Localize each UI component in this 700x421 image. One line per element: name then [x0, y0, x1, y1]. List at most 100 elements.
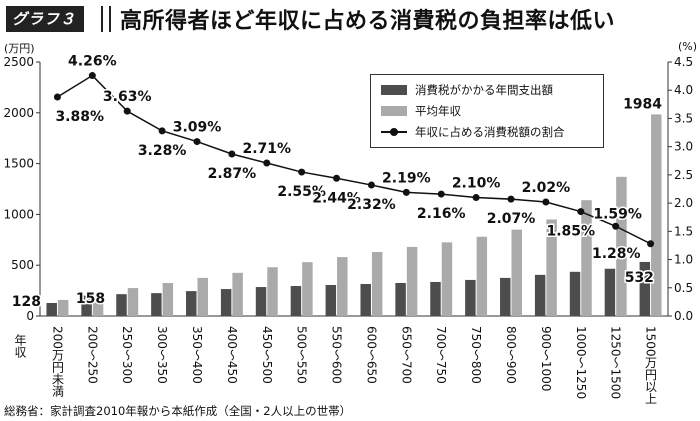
legend-item-income: 平均年収 — [381, 102, 461, 120]
bar-expenditure — [81, 295, 92, 316]
y-tick-label-right: 0.0 — [674, 309, 693, 323]
ratio-point — [263, 159, 271, 167]
bar-expenditure — [639, 261, 651, 316]
bar-income — [302, 262, 313, 316]
x-tick-label: 750〜800 — [469, 326, 483, 384]
legend-label: 年収に占める消費税額の割合 — [415, 125, 565, 139]
ratio-data-label: 2.16% — [417, 206, 466, 222]
x-tick-label: 200〜250 — [85, 326, 99, 384]
bar-expenditure — [46, 302, 57, 316]
x-tick-label: 350〜400 — [190, 326, 204, 384]
bar-data-label: 158 — [76, 291, 105, 307]
bar-expenditure — [500, 277, 511, 316]
chart-bars — [46, 114, 662, 316]
ratio-point — [367, 181, 375, 189]
ratio-data-label: 2.71% — [242, 141, 291, 157]
ratio-point — [228, 150, 236, 158]
bar-expenditure — [569, 271, 581, 316]
bar-income — [581, 200, 592, 316]
bar-expenditure — [395, 282, 406, 316]
bar-expenditure — [151, 293, 162, 316]
x-tick-label: 200万円未満 — [50, 326, 64, 397]
ratio-data-label: 3.28% — [138, 143, 187, 159]
x-tick-label: 600〜650 — [364, 326, 378, 384]
bar-expenditure — [325, 285, 337, 316]
bar-expenditure — [220, 289, 232, 316]
figure-badge: グラフ３ — [6, 6, 85, 32]
y-tick-label-left: 1500 — [3, 157, 34, 171]
bar-income — [57, 299, 69, 316]
ratio-point — [437, 190, 445, 198]
x-tick-label: 650〜700 — [399, 326, 413, 384]
ratio-point — [158, 127, 166, 135]
left-axis-unit: (万円) — [4, 42, 35, 55]
ratio-data-label: 2.44% — [312, 190, 361, 206]
y-tick-label-right: 2.5 — [674, 168, 693, 182]
x-tick-label: 1000〜1250 — [574, 326, 588, 399]
bar-data-label: 128 — [12, 294, 41, 310]
ratio-data-label: 3.09% — [173, 120, 222, 136]
x-tick-label: 550〜600 — [330, 326, 344, 384]
ratio-point — [647, 240, 655, 248]
x-tick-label: 1250〜1500 — [609, 326, 623, 399]
ratio-line — [57, 74, 651, 245]
chart-data-labels: 128 158 532 1984 3.88% 4.26% 3.63% 3.28% 3.09% 2.… — [10, 52, 664, 311]
y-tick-label-left: 500 — [11, 258, 34, 272]
bar-expenditure — [534, 274, 546, 316]
ratio-point — [53, 93, 61, 101]
bar-income — [441, 242, 453, 316]
ratio-point — [88, 72, 96, 80]
ratio-point — [542, 198, 550, 206]
x-tick-label: 700〜750 — [434, 326, 448, 384]
ratio-data-label: 2.32% — [347, 197, 396, 213]
x-tick-label: 450〜500 — [260, 326, 274, 384]
bar-income — [406, 246, 418, 316]
chart-axes: 0 500 1000 1500 2000 2500 0.0 0.5 1.0 1.5 2.0 2.5 3.… — [3, 55, 693, 405]
ratio-data-label: 3.88% — [55, 109, 104, 125]
ratio-data-label: 2.10% — [452, 175, 501, 191]
bar-income — [127, 288, 139, 316]
bar-expenditure — [290, 286, 302, 316]
y-tick-label-right: 2.0 — [674, 196, 693, 210]
chart-line-series — [53, 72, 655, 248]
bar-income — [267, 267, 278, 316]
y-tick-label-right: 0.5 — [674, 281, 693, 295]
ratio-data-label: 2.87% — [208, 166, 257, 182]
bar-expenditure — [465, 279, 476, 316]
ratio-data-label: 1.59% — [593, 206, 642, 222]
bar-income — [337, 257, 348, 316]
ratio-point — [612, 222, 620, 230]
bar-expenditure — [360, 283, 371, 316]
legend-line-marker — [381, 127, 407, 137]
ratio-point — [298, 168, 306, 176]
bar-expenditure — [430, 281, 441, 316]
legend-item-ratio: 年収に占める消費税額の割合 — [381, 123, 565, 141]
legend-swatch-dark — [381, 85, 407, 95]
bar-expenditure — [255, 287, 267, 316]
source-note: 総務省：家計調査2010年報から本紙作成（全国・2人以上の世帯） — [4, 404, 352, 418]
ratio-data-label: 4.26% — [68, 54, 117, 70]
ratio-data-label: 3.63% — [103, 89, 152, 105]
bar-income — [232, 272, 243, 316]
bar-income — [162, 282, 174, 316]
y-tick-label-right: 3.5 — [674, 111, 693, 125]
x-tick-label: 400〜450 — [225, 326, 239, 384]
badge-divider — [101, 6, 111, 32]
y-tick-label-left: 0 — [26, 309, 34, 323]
bar-expenditure — [116, 294, 127, 316]
y-tick-label-left: 2500 — [3, 55, 34, 69]
ratio-data-label: 1.85% — [546, 224, 595, 240]
bar-income — [92, 293, 104, 316]
x-tick-label: 800〜900 — [504, 326, 518, 384]
x-tick-label: 250〜300 — [120, 326, 134, 384]
legend-label: 平均年収 — [415, 104, 461, 118]
x-tick-label: 900〜1000 — [539, 326, 553, 391]
bar-data-label: 532 — [625, 270, 654, 286]
ratio-data-label: 2.02% — [522, 180, 571, 196]
chart-legend: 消費税がかかる年間支出額 平均年収 年収に占める消費税額の割合 — [370, 74, 604, 148]
legend-label: 消費税がかかる年間支出額 — [415, 83, 553, 97]
ratio-point — [507, 195, 515, 203]
bar-income — [371, 251, 383, 316]
bar-income — [546, 219, 557, 316]
